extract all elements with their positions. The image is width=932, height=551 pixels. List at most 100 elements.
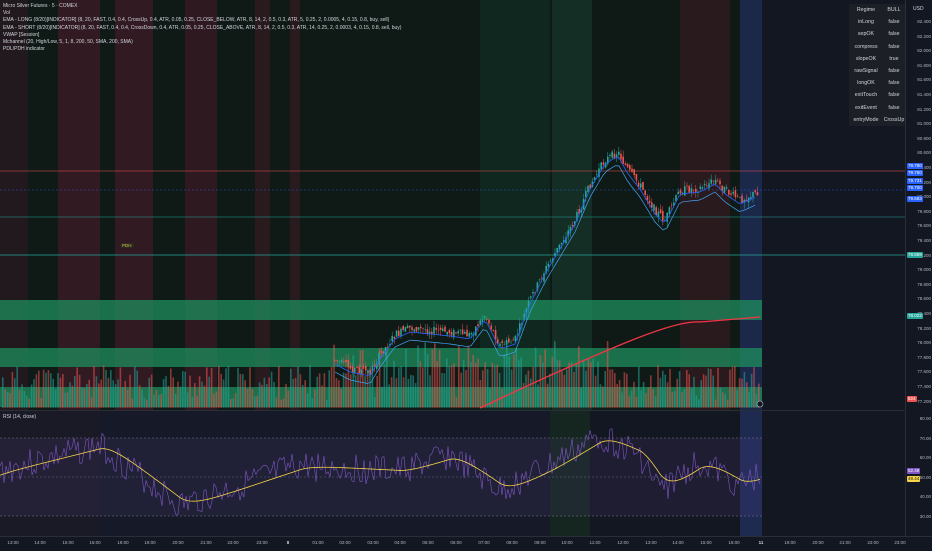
candle-body [428,331,431,334]
price-scale-label: 82.200 [917,33,931,39]
price-scale-label: 80.600 [917,150,931,156]
candle-body [666,212,668,222]
candle-body [677,191,679,195]
volume-bar [393,360,395,408]
candle-body [659,209,662,214]
volume-bar [599,384,602,408]
candle-body [446,331,448,335]
candle-body [516,334,519,336]
volume-bar [239,373,242,408]
candle-body [547,263,550,267]
time-axis-label: 07:00 [478,540,490,545]
volume-bar [371,373,374,408]
volume-bar [383,364,386,408]
legend-vwap[interactable]: VWAP [Session] [3,31,40,38]
price-tag: 78.869 [907,252,923,258]
volume-bar [174,393,177,408]
volume-bar [621,392,623,408]
volume-bar [429,375,431,408]
volume-bar [698,399,700,408]
legend-ema-short[interactable]: EMA - SHORT (8/20)[INDICATOR] (8, 20, FA… [3,24,402,31]
symbol-title[interactable]: Micro Silver Futures · 5 · COMEX [3,3,78,9]
candle-body [723,186,726,194]
candle-body [505,340,508,345]
volume-bar [681,392,683,408]
candle-body [633,169,635,176]
price-tag: 79.700 [907,185,923,191]
volume-bar [614,373,616,408]
volume-bar [628,396,630,408]
volume-bar [59,377,62,408]
volume-bar [165,376,167,408]
volume-bar [138,385,141,408]
currency-label[interactable]: USD [913,6,924,12]
candle-body [563,240,565,243]
price-scale-label: 79.800 [917,208,931,214]
rsi-pane[interactable]: RSI (14, close) [0,411,905,536]
volume-bar [254,396,256,408]
volume-bar [544,349,546,408]
price-scale-label: 77.200 [917,398,931,404]
legend-mchannel[interactable]: Mchannel (20, High/Low, 5, 1, 8, 200, 50… [3,38,133,45]
candle-body [578,209,580,215]
candle-body [734,190,737,198]
rsi-scale-label: 80.00 [919,416,931,421]
time-axis-label: 03:00 [367,540,379,545]
candle-body [728,189,730,195]
volume-bar [160,394,162,408]
legend-pdl-pdh[interactable]: PDL/PDH indicator [3,46,45,53]
candle-body [343,361,345,362]
legend-volume[interactable]: Vol [3,10,10,17]
candle-body [519,323,521,333]
candle-body [340,360,343,363]
rsi-canvas[interactable] [0,411,905,536]
rsi-scale[interactable]: 80.00 70.00 60.00 50.00 40.00 30.00 52.48 48.44 [905,411,932,536]
time-axis[interactable]: 13:00 14:00 15:00 16:00 18:00 19:00 20:00 21:00… [0,536,932,551]
rsi-title[interactable]: RSI (14, close) [3,414,37,420]
volume-bar [220,373,222,408]
volume-bar [28,398,30,408]
status-key: Regime [856,7,876,13]
volume-bar [266,384,268,408]
time-axis-label: 15:00 [700,540,712,545]
volume-bar [436,361,438,408]
candle-body [620,153,622,160]
volume-bar [131,398,134,408]
volume-bar [378,348,381,408]
volume-bar [602,386,604,408]
volume-bar [556,359,558,408]
candle-body [750,196,752,199]
candle-body [571,225,574,227]
volume-bar [30,384,33,408]
candle-body [481,319,484,323]
time-axis-label: 08:00 [506,540,518,545]
candle-body [626,164,629,168]
volume-bar [321,385,323,408]
candle-body [618,151,620,155]
volume-bar [726,399,729,408]
candle-body [354,367,356,373]
volume-bar [573,371,575,408]
volume-bar [374,396,376,408]
candle-body [635,174,638,181]
volume-bar [743,372,746,408]
volume-bar [314,389,316,408]
volume-bar [450,365,453,408]
candle-body [393,336,396,339]
candle-body [356,366,358,369]
status-row-rawsignal: rawSignal false [849,65,905,77]
volume-bar [748,392,750,408]
pane-divider[interactable] [0,410,905,411]
scroll-to-realtime-icon[interactable] [756,400,764,408]
candle-body [382,351,385,355]
volume-bar [105,370,107,408]
price-chart[interactable]: Micro Silver Futures · 5 · COMEX Vol EMA… [0,0,905,410]
price-scale[interactable]: USD 82.400 82.200 82.000 81.800 81.600 81.400… [905,0,932,418]
price-chart-canvas[interactable] [0,0,905,410]
candle-body [611,151,613,158]
time-axis-label: 10:00 [561,540,573,545]
legend-ema-long[interactable]: EMA - LONG (8/20)[INDICATOR] (8, 20, FAS… [3,17,390,24]
volume-bar [659,377,662,408]
volume-bar [357,372,359,408]
candle-body [730,193,732,195]
